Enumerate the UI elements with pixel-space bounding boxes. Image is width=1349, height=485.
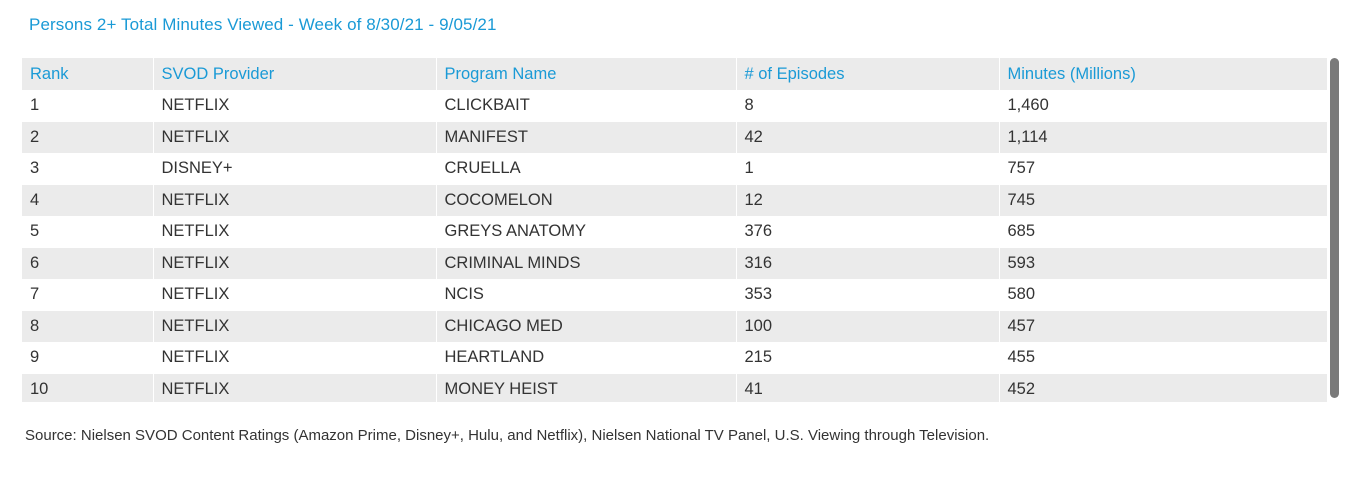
cell-episodes: 215 bbox=[736, 342, 1000, 374]
cell-svod-provider: NETFLIX bbox=[153, 373, 437, 402]
page-title: Persons 2+ Total Minutes Viewed - Week o… bbox=[29, 15, 497, 34]
cell-program-name: HEARTLAND bbox=[436, 342, 737, 374]
cell-minutes: 593 bbox=[999, 247, 1327, 279]
cell-episodes: 42 bbox=[736, 121, 1000, 153]
cell-rank: 10 bbox=[22, 373, 154, 402]
cell-svod-provider: NETFLIX bbox=[153, 216, 437, 248]
table-row[interactable]: 8 NETFLIX CHICAGO MED 100 457 bbox=[22, 310, 1327, 342]
table-row[interactable]: 3 DISNEY+ CRUELLA 1 757 bbox=[22, 153, 1327, 185]
column-header-program-name[interactable]: Program Name bbox=[436, 58, 737, 90]
ratings-table: Rank SVOD Provider Program Name # of Epi… bbox=[22, 58, 1327, 402]
cell-episodes: 1 bbox=[736, 153, 1000, 185]
table-header-row: Rank SVOD Provider Program Name # of Epi… bbox=[22, 58, 1327, 90]
cell-minutes: 457 bbox=[999, 310, 1327, 342]
cell-minutes: 685 bbox=[999, 216, 1327, 248]
cell-rank: 7 bbox=[22, 279, 154, 311]
table-row[interactable]: 2 NETFLIX MANIFEST 42 1,114 bbox=[22, 121, 1327, 153]
cell-episodes: 316 bbox=[736, 247, 1000, 279]
cell-episodes: 100 bbox=[736, 310, 1000, 342]
column-header-rank[interactable]: Rank bbox=[22, 58, 154, 90]
cell-episodes: 376 bbox=[736, 216, 1000, 248]
cell-minutes: 580 bbox=[999, 279, 1327, 311]
column-header-episodes[interactable]: # of Episodes bbox=[736, 58, 1000, 90]
cell-minutes: 745 bbox=[999, 184, 1327, 216]
table-row[interactable]: 1 NETFLIX CLICKBAIT 8 1,460 bbox=[22, 90, 1327, 122]
cell-episodes: 353 bbox=[736, 279, 1000, 311]
cell-svod-provider: NETFLIX bbox=[153, 342, 437, 374]
cell-program-name: CRIMINAL MINDS bbox=[436, 247, 737, 279]
cell-minutes: 757 bbox=[999, 153, 1327, 185]
cell-rank: 5 bbox=[22, 216, 154, 248]
table-container[interactable]: Rank SVOD Provider Program Name # of Epi… bbox=[22, 58, 1327, 402]
cell-episodes: 12 bbox=[736, 184, 1000, 216]
table-row[interactable]: 5 NETFLIX GREYS ANATOMY 376 685 bbox=[22, 216, 1327, 248]
cell-svod-provider: NETFLIX bbox=[153, 121, 437, 153]
cell-rank: 4 bbox=[22, 184, 154, 216]
table-row[interactable]: 9 NETFLIX HEARTLAND 215 455 bbox=[22, 342, 1327, 374]
cell-minutes: 455 bbox=[999, 342, 1327, 374]
table-row[interactable]: 10 NETFLIX MONEY HEIST 41 452 bbox=[22, 373, 1327, 402]
cell-svod-provider: NETFLIX bbox=[153, 184, 437, 216]
cell-minutes: 1,460 bbox=[999, 90, 1327, 122]
cell-svod-provider: NETFLIX bbox=[153, 247, 437, 279]
cell-program-name: CLICKBAIT bbox=[436, 90, 737, 122]
cell-program-name: MANIFEST bbox=[436, 121, 737, 153]
cell-program-name: CRUELLA bbox=[436, 153, 737, 185]
table-row[interactable]: 4 NETFLIX COCOMELON 12 745 bbox=[22, 184, 1327, 216]
table-row[interactable]: 7 NETFLIX NCIS 353 580 bbox=[22, 279, 1327, 311]
source-note: Source: Nielsen SVOD Content Ratings (Am… bbox=[25, 427, 990, 444]
cell-episodes: 41 bbox=[736, 373, 1000, 402]
table-body: 1 NETFLIX CLICKBAIT 8 1,460 2 NETFLIX MANIFEST 4… bbox=[22, 90, 1327, 402]
cell-episodes: 8 bbox=[736, 90, 1000, 122]
table-row[interactable]: 6 NETFLIX CRIMINAL MINDS 316 593 bbox=[22, 247, 1327, 279]
cell-rank: 3 bbox=[22, 153, 154, 185]
cell-svod-provider: NETFLIX bbox=[153, 279, 437, 311]
cell-rank: 2 bbox=[22, 121, 154, 153]
cell-minutes: 1,114 bbox=[999, 121, 1327, 153]
cell-rank: 8 bbox=[22, 310, 154, 342]
cell-svod-provider: DISNEY+ bbox=[153, 153, 437, 185]
column-header-svod-provider[interactable]: SVOD Provider bbox=[153, 58, 437, 90]
cell-program-name: COCOMELON bbox=[436, 184, 737, 216]
cell-program-name: GREYS ANATOMY bbox=[436, 216, 737, 248]
cell-program-name: NCIS bbox=[436, 279, 737, 311]
cell-rank: 9 bbox=[22, 342, 154, 374]
cell-svod-provider: NETFLIX bbox=[153, 90, 437, 122]
cell-program-name: CHICAGO MED bbox=[436, 310, 737, 342]
cell-minutes: 452 bbox=[999, 373, 1327, 402]
column-header-minutes[interactable]: Minutes (Millions) bbox=[999, 58, 1327, 90]
cell-rank: 6 bbox=[22, 247, 154, 279]
vertical-scrollbar[interactable] bbox=[1330, 58, 1339, 398]
cell-svod-provider: NETFLIX bbox=[153, 310, 437, 342]
cell-program-name: MONEY HEIST bbox=[436, 373, 737, 402]
cell-rank: 1 bbox=[22, 90, 154, 122]
